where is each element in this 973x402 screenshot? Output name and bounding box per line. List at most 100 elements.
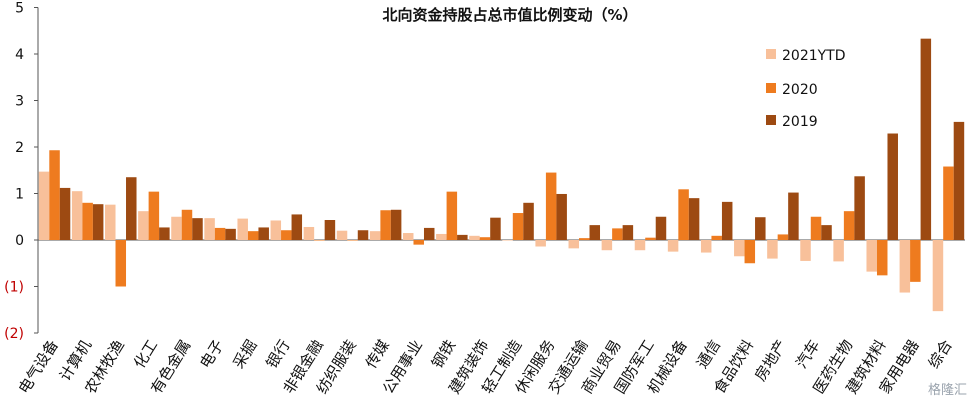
- bar: [678, 189, 689, 240]
- bar: [369, 231, 381, 240]
- bar: [744, 240, 756, 264]
- x-tick-label: 房地产: [751, 337, 790, 385]
- x-tick-label: 汽车: [792, 337, 823, 372]
- bar: [148, 191, 160, 240]
- bar: [887, 133, 898, 240]
- x-tick-label: 化工: [130, 337, 161, 372]
- bar: [82, 202, 93, 240]
- bar: [545, 172, 557, 240]
- bar: [910, 240, 921, 282]
- bar: [357, 230, 369, 240]
- bar: [876, 240, 888, 276]
- bar: [204, 218, 215, 240]
- bar: [612, 228, 623, 241]
- bar: [535, 240, 546, 247]
- bar: [171, 216, 182, 240]
- bar: [469, 235, 480, 240]
- bar: [655, 216, 667, 240]
- y-tick-label: 5: [15, 1, 24, 17]
- y-tick-label: 1: [15, 187, 24, 203]
- bar: [601, 240, 613, 251]
- bar: [755, 217, 766, 240]
- bar: [589, 225, 601, 240]
- bar: [932, 240, 944, 312]
- bar: [721, 201, 733, 240]
- y-tick-label: (2): [4, 326, 24, 342]
- x-tick-label: 综合: [925, 337, 956, 372]
- bar: [413, 240, 424, 245]
- bar: [115, 240, 127, 287]
- x-tick-label: 银行: [263, 337, 294, 372]
- bar: [247, 231, 259, 240]
- bar: [568, 240, 580, 249]
- bar: [920, 38, 932, 240]
- bar: [767, 240, 778, 259]
- legend-label: 2019: [782, 114, 818, 130]
- bar: [38, 171, 50, 240]
- bar: [281, 230, 292, 240]
- bar: [579, 238, 590, 240]
- bar: [556, 193, 567, 240]
- bar: [181, 209, 193, 240]
- bar: [314, 240, 325, 241]
- bar: [634, 240, 646, 251]
- bar: [126, 177, 137, 240]
- bars-layer: [38, 38, 965, 312]
- bar: [402, 233, 414, 240]
- x-tick-label: 电气设备: [15, 337, 62, 397]
- bar: [291, 214, 303, 240]
- bar: [800, 240, 811, 261]
- watermark-logo: 格隆汇: [927, 383, 967, 398]
- bar: [380, 210, 391, 240]
- bar: [237, 218, 248, 240]
- legend-swatch: [766, 115, 776, 125]
- bar: [854, 176, 865, 240]
- bar: [512, 213, 524, 240]
- bar: [810, 216, 822, 240]
- x-tick-label: 通信: [693, 337, 724, 372]
- bar: [688, 198, 700, 240]
- bar: [49, 150, 60, 240]
- legend-swatch: [766, 49, 776, 59]
- bar: [324, 220, 336, 240]
- bar: [622, 225, 634, 240]
- legend: 2021YTD 2020 2019: [766, 48, 846, 130]
- legend-label: 2021YTD: [782, 48, 846, 64]
- bar: [258, 227, 269, 240]
- bar: [159, 227, 170, 240]
- x-tick-label: 钢铁: [428, 337, 459, 372]
- bar: [479, 237, 491, 240]
- bar: [523, 202, 534, 240]
- bar: [490, 217, 501, 240]
- y-tick-label: 3: [15, 94, 24, 110]
- bar: [645, 237, 656, 240]
- bar: [866, 240, 877, 272]
- bar: [270, 220, 282, 240]
- bar: [734, 240, 745, 257]
- bar: [502, 240, 513, 241]
- bar: [711, 235, 722, 240]
- bar: [347, 240, 358, 241]
- bar: [667, 240, 679, 252]
- y-tick-label: 2: [15, 140, 24, 156]
- bar: [192, 218, 203, 240]
- bar: [700, 240, 712, 253]
- bar: [899, 240, 911, 293]
- y-tick-label: (1): [4, 280, 24, 296]
- bar: [336, 230, 348, 240]
- bar: [303, 226, 315, 240]
- bar: [843, 211, 855, 240]
- bar: [436, 233, 447, 240]
- legend-label: 2020: [782, 82, 818, 98]
- bar: [105, 204, 116, 240]
- bar: [833, 240, 844, 262]
- bar: [943, 166, 954, 240]
- bar: [390, 209, 402, 240]
- bar: [423, 227, 435, 240]
- bar: [138, 211, 149, 240]
- x-tick-label: 采掘: [229, 337, 260, 372]
- y-tick-label: 0: [15, 233, 24, 249]
- x-tick-label: 传媒: [362, 337, 393, 372]
- bar: [788, 192, 799, 240]
